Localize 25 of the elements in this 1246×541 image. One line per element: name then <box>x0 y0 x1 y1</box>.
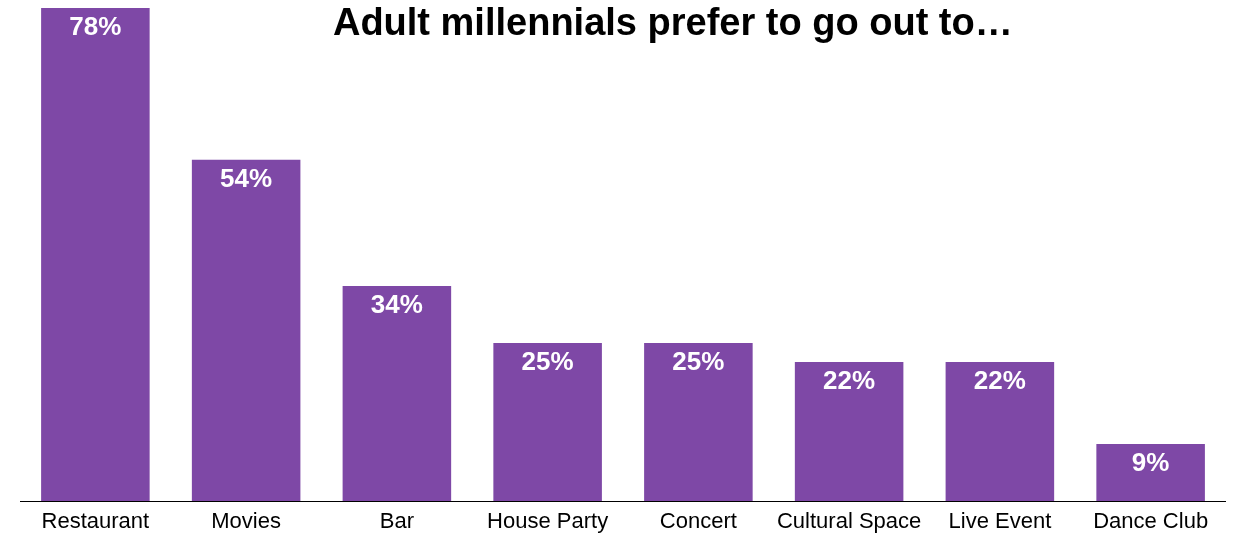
data-label: 9% <box>1131 447 1170 478</box>
chart-title: Adult millennials prefer to go out to… <box>332 0 1013 43</box>
bar <box>493 342 602 501</box>
bar <box>342 286 452 501</box>
bar <box>644 342 753 501</box>
data-label: 22% <box>973 364 1026 395</box>
x-tick-label: House Party <box>487 508 609 534</box>
x-tick-label: Live Event <box>948 508 1052 534</box>
data-label: 54% <box>220 162 273 193</box>
x-tick-label: Cultural Space <box>776 508 922 534</box>
x-tick-label: Concert <box>659 508 737 534</box>
bar <box>794 361 904 501</box>
data-label: 22% <box>823 364 876 395</box>
bar <box>41 8 150 501</box>
x-tick-label: Movies <box>211 508 281 534</box>
x-tick-label: Bar <box>379 508 415 534</box>
bar <box>1096 444 1205 501</box>
x-tick-label: Restaurant <box>41 508 150 534</box>
data-label: 25% <box>521 345 574 376</box>
bar <box>191 159 301 501</box>
x-tick-label: Dance Club <box>1093 508 1209 534</box>
data-label: 78% <box>69 11 122 41</box>
data-label: 25% <box>672 345 725 376</box>
bar <box>945 361 1055 501</box>
data-label: 34% <box>370 289 423 320</box>
